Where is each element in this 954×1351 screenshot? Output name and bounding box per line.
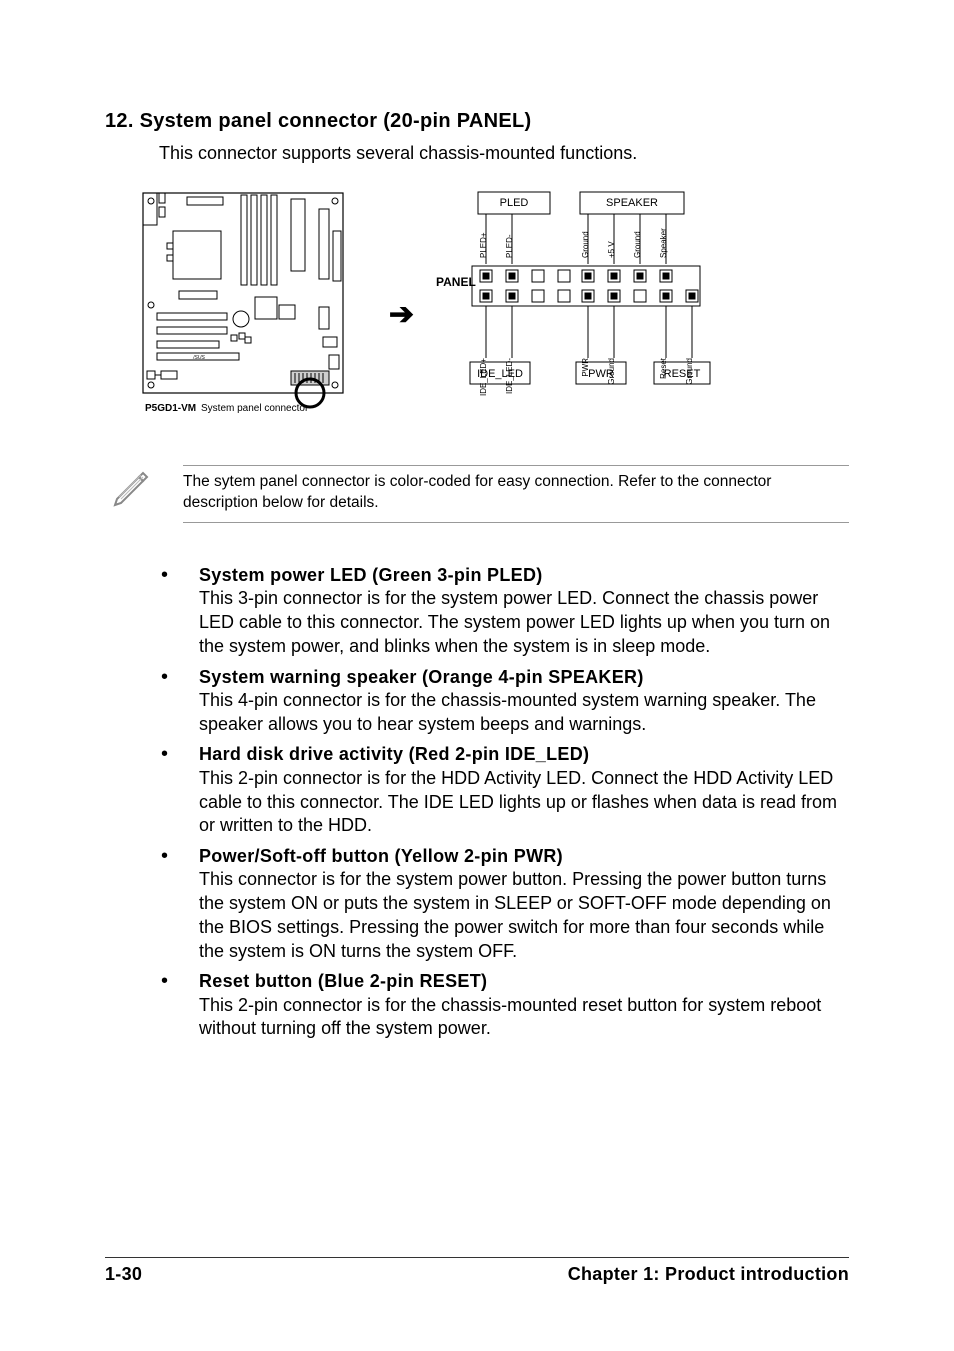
feature-body: This 2-pin connector is for the chassis-… bbox=[199, 994, 849, 1042]
note-block: The sytem panel connector is color-coded… bbox=[105, 465, 849, 523]
pencil-note-icon bbox=[111, 465, 153, 507]
list-item: System power LED (Green 3-pin PLED) This… bbox=[159, 563, 849, 659]
feature-body: This 2-pin connector is for the HDD Acti… bbox=[199, 767, 849, 838]
arrow-icon: ➔ bbox=[389, 297, 414, 332]
label-reset: RESET bbox=[664, 368, 701, 380]
svg-text:/SUS: /SUS bbox=[192, 355, 205, 361]
feature-title: Power/Soft-off button (Yellow 2-pin PWR) bbox=[199, 844, 849, 868]
motherboard-schematic: /SUS bbox=[133, 185, 358, 421]
page-footer: 1-30 Chapter 1: Product introduction bbox=[105, 1257, 849, 1285]
mobo-caption2: System panel connector bbox=[201, 403, 309, 414]
intro-text: This connector supports several chassis-… bbox=[159, 141, 849, 165]
section-number: 12. bbox=[105, 110, 134, 132]
svg-text:Ground: Ground bbox=[581, 232, 590, 259]
feature-list: System power LED (Green 3-pin PLED) This… bbox=[105, 563, 849, 1041]
chapter-title: Chapter 1: Product introduction bbox=[568, 1264, 849, 1285]
label-pwr: PWR bbox=[588, 368, 614, 380]
feature-body: This 4-pin connector is for the chassis-… bbox=[199, 689, 849, 737]
label-speaker: SPEAKER bbox=[606, 197, 658, 209]
feature-body: This 3-pin connector is for the system p… bbox=[199, 587, 849, 658]
svg-text:Speaker: Speaker bbox=[659, 228, 668, 258]
svg-text:+5 V: +5 V bbox=[607, 241, 616, 258]
pin-svg: PLED SPEAKER PLED+ PLED- Ground +5 V Gro… bbox=[418, 188, 754, 418]
mobo-svg: /SUS bbox=[133, 185, 358, 421]
list-item: Hard disk drive activity (Red 2-pin IDE_… bbox=[159, 742, 849, 838]
figure-row: /SUS bbox=[133, 185, 849, 421]
feature-title: System power LED (Green 3-pin PLED) bbox=[199, 563, 849, 587]
mobo-caption1: P5GD1-VM bbox=[145, 403, 196, 414]
list-item: System warning speaker (Orange 4-pin SPE… bbox=[159, 665, 849, 737]
list-item: Power/Soft-off button (Yellow 2-pin PWR)… bbox=[159, 844, 849, 963]
svg-text:PLED-: PLED- bbox=[505, 234, 514, 258]
feature-title: System warning speaker (Orange 4-pin SPE… bbox=[199, 665, 849, 689]
label-ideled: IDE_LED bbox=[477, 368, 523, 380]
section-title: System panel connector (20-pin PANEL) bbox=[140, 110, 532, 132]
svg-text:Ground: Ground bbox=[633, 232, 642, 259]
note-text: The sytem panel connector is color-coded… bbox=[183, 465, 849, 523]
label-panel: PANEL bbox=[436, 275, 476, 289]
feature-body: This connector is for the system power b… bbox=[199, 868, 849, 963]
page-number: 1-30 bbox=[105, 1264, 142, 1285]
section-heading: 12. System panel connector (20-pin PANEL… bbox=[105, 110, 849, 133]
feature-title: Hard disk drive activity (Red 2-pin IDE_… bbox=[199, 742, 849, 766]
list-item: Reset button (Blue 2-pin RESET) This 2-p… bbox=[159, 969, 849, 1041]
label-pled: PLED bbox=[500, 197, 529, 209]
feature-title: Reset button (Blue 2-pin RESET) bbox=[199, 969, 849, 993]
pin-diagram: PLED SPEAKER PLED+ PLED- Ground +5 V Gro… bbox=[418, 188, 754, 418]
svg-text:PLED+: PLED+ bbox=[479, 232, 488, 258]
